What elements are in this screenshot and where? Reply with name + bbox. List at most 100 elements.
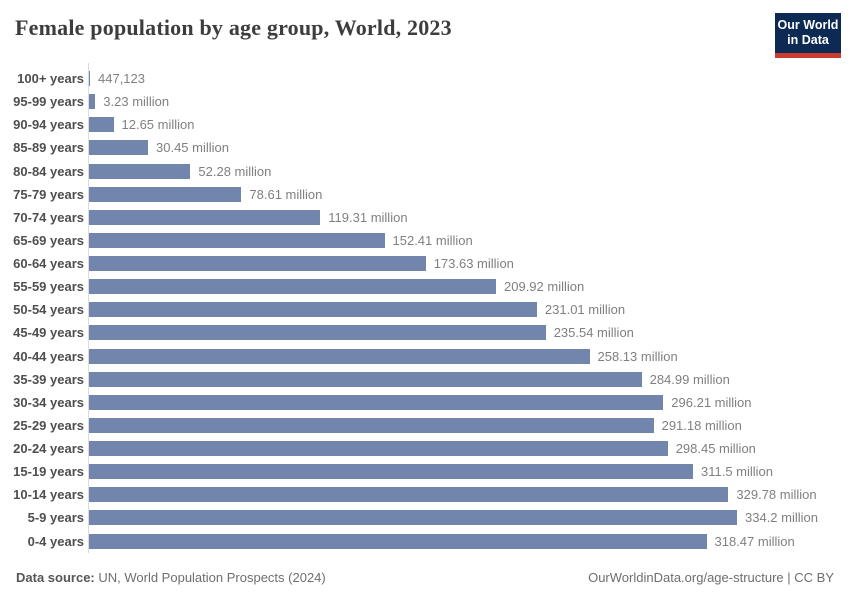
bar-row: 85-89 years 30.45 million (0, 136, 850, 159)
age-group-label: 95-99 years (13, 94, 84, 110)
bar-row: 5-9 years 334.2 million (0, 506, 850, 529)
bar[interactable] (89, 371, 642, 387)
age-group-label: 90-94 years (13, 117, 84, 133)
age-group-label: 30-34 years (13, 394, 84, 410)
age-group-label: 10-14 years (13, 487, 84, 503)
owid-logo-line2: in Data (787, 33, 829, 47)
bar-wrap: 298.45 million (89, 441, 756, 457)
bar-wrap: 173.63 million (89, 256, 514, 272)
bar-wrap: 209.92 million (89, 279, 585, 295)
bar[interactable] (89, 140, 148, 156)
age-group-label: 15-19 years (13, 464, 84, 480)
age-group-label: 55-59 years (13, 279, 84, 295)
bar-wrap: 3.23 million (89, 94, 170, 110)
bar-value-label: 152.41 million (392, 232, 473, 248)
age-group-label: 85-89 years (13, 140, 84, 156)
bar[interactable] (89, 302, 537, 318)
bar-wrap: 30.45 million (89, 140, 229, 156)
bar-value-label: 119.31 million (328, 209, 408, 225)
bar-wrap: 291.18 million (89, 417, 742, 433)
age-group-label: 70-74 years (13, 209, 84, 225)
bar-value-label: 447,123 (98, 71, 145, 87)
bar[interactable] (89, 464, 693, 480)
bar-value-label: 296.21 million (671, 394, 752, 410)
bar[interactable] (89, 325, 546, 341)
age-group-label: 80-84 years (13, 163, 84, 179)
bar-row: 100+ years 447,123 (0, 67, 850, 90)
bar-wrap: 78.61 million (89, 186, 323, 202)
bar[interactable] (89, 117, 114, 133)
bar-wrap: 284.99 million (89, 371, 730, 387)
bar[interactable] (89, 487, 729, 503)
age-group-label: 0-4 years (27, 533, 84, 549)
age-group-label: 100+ years (17, 71, 84, 87)
bar[interactable] (89, 441, 668, 457)
bar-wrap: 152.41 million (89, 232, 473, 248)
bar-chart: 100+ years 447,123 95-99 years 3.23 mill… (0, 63, 850, 553)
owid-link[interactable]: OurWorldinData.org/age-structure | CC BY (588, 570, 834, 585)
age-group-label: 75-79 years (13, 186, 84, 202)
bar[interactable] (89, 417, 654, 433)
bar-wrap: 52.28 million (89, 163, 272, 179)
age-group-label: 25-29 years (13, 417, 84, 433)
y-axis-line (88, 63, 89, 553)
data-source-label: Data source: (16, 570, 95, 585)
age-group-label: 5-9 years (27, 510, 84, 526)
owid-logo-line1: Our World (777, 18, 839, 32)
bar[interactable] (89, 71, 90, 87)
bar-row: 0-4 years 318.47 million (0, 530, 850, 553)
bar[interactable] (89, 394, 664, 410)
bar-wrap: 119.31 million (89, 209, 408, 225)
bar[interactable] (89, 209, 321, 225)
age-group-label: 50-54 years (13, 302, 84, 318)
bar-value-label: 12.65 million (121, 117, 195, 133)
chart-header: Female population by age group, World, 2… (0, 0, 850, 58)
bar-wrap: 258.13 million (89, 348, 678, 364)
bar[interactable] (89, 279, 496, 295)
bar-row: 65-69 years 152.41 million (0, 229, 850, 252)
bar[interactable] (89, 186, 242, 202)
bar-value-label: 30.45 million (156, 140, 229, 156)
bar-row: 25-29 years 291.18 million (0, 414, 850, 437)
bar-wrap: 296.21 million (89, 394, 752, 410)
bar-row: 35-39 years 284.99 million (0, 368, 850, 391)
bar[interactable] (89, 232, 385, 248)
bar-row: 55-59 years 209.92 million (0, 275, 850, 298)
age-group-label: 60-64 years (13, 256, 84, 272)
bar-row: 70-74 years 119.31 million (0, 206, 850, 229)
chart-title: Female population by age group, World, 2… (15, 15, 452, 40)
bar-row: 45-49 years 235.54 million (0, 321, 850, 344)
owid-logo[interactable]: Our World in Data (775, 13, 841, 58)
bar[interactable] (89, 510, 737, 526)
bar-row: 60-64 years 173.63 million (0, 252, 850, 275)
bar-row: 50-54 years 231.01 million (0, 298, 850, 321)
bar-wrap: 447,123 (89, 71, 145, 87)
bar[interactable] (89, 348, 590, 364)
bar-row: 20-24 years 298.45 million (0, 437, 850, 460)
bar-value-label: 3.23 million (103, 94, 170, 110)
bar[interactable] (89, 94, 96, 110)
bar-value-label: 318.47 million (714, 533, 795, 549)
bar-row: 40-44 years 258.13 million (0, 345, 850, 368)
age-group-label: 20-24 years (13, 441, 84, 457)
bar-value-label: 258.13 million (597, 348, 678, 364)
bar-row: 75-79 years 78.61 million (0, 183, 850, 206)
bar-wrap: 12.65 million (89, 117, 195, 133)
data-source-text: UN, World Population Prospects (2024) (94, 570, 326, 585)
bar[interactable] (89, 256, 426, 272)
bar-wrap: 231.01 million (89, 302, 626, 318)
bar-value-label: 173.63 million (433, 256, 514, 272)
bar-value-label: 235.54 million (553, 325, 634, 341)
bar-value-label: 78.61 million (249, 186, 323, 202)
bar-value-label: 231.01 million (544, 302, 626, 318)
bar-value-label: 298.45 million (675, 441, 756, 457)
data-source: Data source: UN, World Population Prospe… (16, 570, 326, 585)
bar-value-label: 209.92 million (504, 279, 585, 295)
bar[interactable] (89, 163, 191, 179)
age-group-label: 45-49 years (13, 325, 84, 341)
bar-value-label: 311.5 million (701, 464, 774, 480)
bar-value-label: 52.28 million (198, 163, 272, 179)
bar[interactable] (89, 533, 707, 549)
bar-row: 90-94 years 12.65 million (0, 113, 850, 136)
